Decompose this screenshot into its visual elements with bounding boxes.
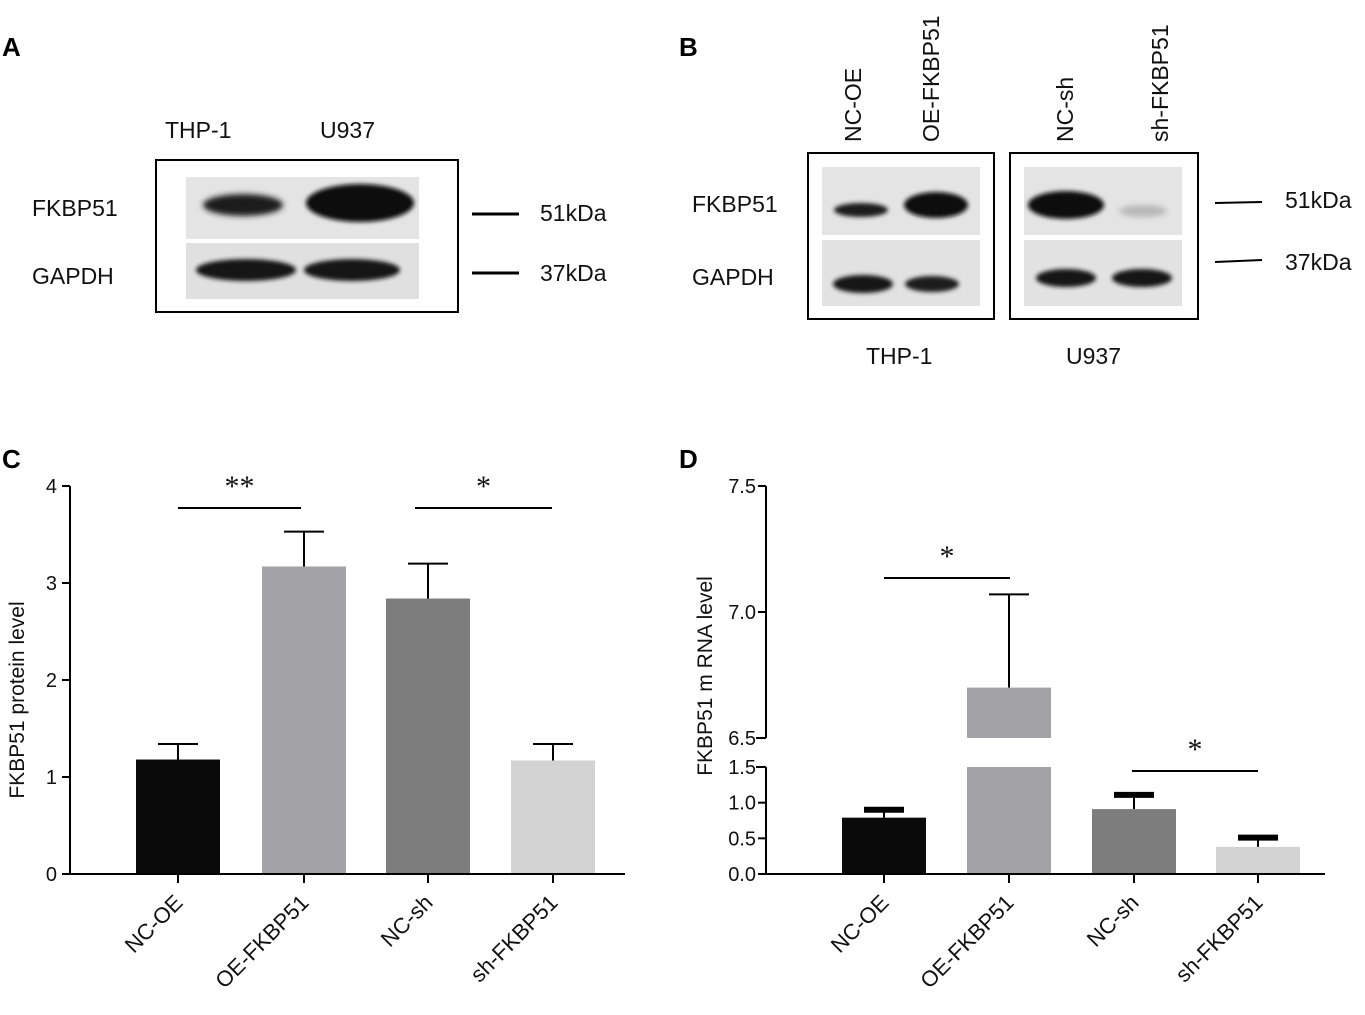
x-tick-label-nc-oe: NC-OE — [826, 890, 894, 958]
x-tick-label-sh-fkbp51: sh-FKBP51 — [465, 890, 562, 987]
blot-a-frame — [155, 159, 459, 313]
band-b-fkbp51-nc-sh — [1028, 191, 1104, 219]
lane-label-nc-oe: NC-OE — [840, 68, 866, 142]
bar-nc-oe — [136, 759, 220, 874]
panel-letter-d: D — [679, 444, 698, 474]
chart-c: 0 1 2 3 4 NC-OE OE-FKBP51 NC-sh sh-FKBP51 FKBP51 … — [6, 470, 625, 993]
row-label-fkbp51: FKBP51 — [32, 195, 118, 221]
bar-sh-fkbp51 — [511, 760, 595, 874]
x-tick-label-nc-sh: NC-sh — [1082, 890, 1144, 952]
y-tick-label: 7.5 — [728, 476, 756, 498]
y-tick-label: 0 — [46, 864, 57, 886]
marker-label-37: 37kDa — [540, 260, 607, 286]
y-axis-label: FKBP51 protein level — [6, 601, 29, 798]
significance-marker: * — [476, 470, 491, 503]
bar-oe-fkbp51-lower — [967, 767, 1051, 874]
marker-label-51: 51kDa — [540, 200, 607, 226]
band-b-gapdh-nc-oe — [833, 275, 893, 293]
panel-letter-a: A — [2, 32, 21, 62]
group-label-thp1: THP-1 — [866, 343, 932, 369]
blot-b-frame-u937 — [1009, 152, 1199, 320]
significance-marker: * — [940, 540, 955, 573]
marker-label-b-51: 51kDa — [1285, 187, 1352, 213]
y-tick-label: 7.0 — [728, 602, 756, 624]
lane-label-oe-fkbp51: OE-FKBP51 — [918, 15, 944, 142]
blot-b-strip-thp1-gapdh — [822, 240, 980, 306]
band-a-gapdh-thp1 — [196, 259, 296, 281]
x-tick-label-oe-fkbp51: OE-FKBP51 — [210, 890, 313, 993]
bar-sh-fkbp51 — [1216, 846, 1300, 874]
significance-marker: * — [1188, 733, 1203, 766]
band-b-fkbp51-oe — [904, 192, 968, 218]
band-b-gapdh-oe — [905, 276, 959, 292]
x-tick-label-oe-fkbp51: OE-FKBP51 — [915, 890, 1018, 993]
bar-nc-oe — [842, 817, 926, 874]
y-tick-label: 1 — [46, 767, 57, 789]
row-label-b-gapdh: GAPDH — [692, 264, 774, 290]
row-label-b-fkbp51: FKBP51 — [692, 191, 778, 217]
group-label-u937: U937 — [1066, 343, 1121, 369]
marker-line-b-51 — [1214, 201, 1263, 204]
band-a-fkbp51-u937 — [306, 184, 414, 222]
band-a-gapdh-u937 — [304, 259, 400, 281]
panel-letter-c: C — [2, 444, 21, 474]
lane-label-sh-fkbp51: sh-FKBP51 — [1147, 24, 1173, 142]
lane-label-u937: U937 — [320, 117, 375, 143]
y-tick-label: 0.0 — [728, 864, 756, 886]
marker-label-b-37: 37kDa — [1285, 249, 1352, 275]
bar-nc-sh — [386, 598, 470, 874]
x-tick-label-nc-sh: NC-sh — [376, 890, 438, 952]
band-b-fkbp51-sh — [1119, 205, 1167, 217]
band-b-gapdh-sh — [1112, 269, 1172, 287]
bar-oe-fkbp51 — [262, 566, 346, 874]
y-tick-label: 2 — [46, 670, 57, 692]
y-tick-label: 4 — [46, 476, 57, 498]
chart-d: 6.5 7.0 7.5 0.0 0.5 1.0 1.5 NC-OE OE-FKBP51 NC-sh… — [694, 476, 1325, 993]
y-tick-label: 1.0 — [728, 793, 756, 815]
lane-label-nc-sh: NC-sh — [1052, 77, 1078, 142]
band-b-gapdh-nc-sh — [1036, 269, 1096, 287]
blot-b-frame-thp1 — [807, 152, 995, 320]
row-label-gapdh: GAPDH — [32, 263, 114, 289]
bar-nc-sh — [1092, 809, 1176, 874]
y-tick-label: 6.5 — [728, 728, 756, 750]
band-b-fkbp51-nc-oe — [834, 203, 888, 217]
y-tick-label: 1.5 — [728, 757, 756, 779]
band-a-fkbp51-thp1 — [203, 194, 283, 216]
x-tick-label-sh-fkbp51: sh-FKBP51 — [1170, 890, 1267, 987]
x-tick-label-nc-oe: NC-OE — [120, 890, 188, 958]
y-axis-label: FKBP51 m RNA level — [694, 576, 717, 776]
marker-line-b-37 — [1214, 259, 1263, 263]
lane-label-thp1: THP-1 — [165, 117, 231, 143]
y-tick-label: 0.5 — [728, 828, 756, 850]
bar-oe-fkbp51-upper — [967, 687, 1051, 738]
panel-letter-b: B — [679, 32, 698, 62]
significance-marker: ** — [225, 470, 255, 503]
blot-b: NC-OE OE-FKBP51 NC-sh sh-FKBP51 FKBP51 G… — [692, 15, 1352, 369]
y-tick-label: 3 — [46, 573, 57, 595]
blot-a: THP-1 U937 FKBP51 GAPDH 51kDa 37kDa — [32, 117, 607, 313]
